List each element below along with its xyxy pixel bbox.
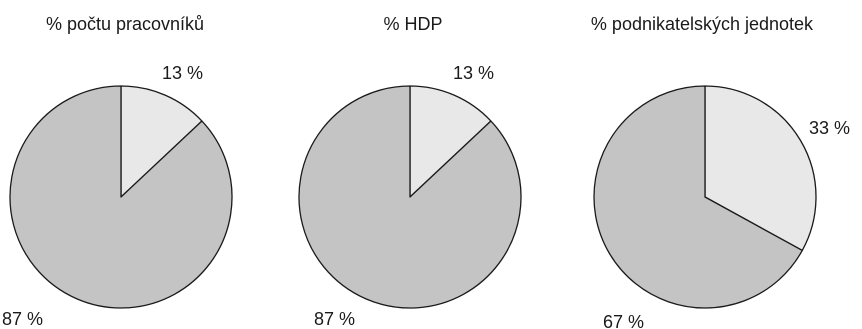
pie-chart-business-units: % podnikatelských jednotek 33 % 67 % <box>591 14 850 329</box>
slice-business-units-large <box>593 85 803 309</box>
slice-workers-small <box>120 85 203 198</box>
chart-title-gdp: % HDP <box>383 14 442 34</box>
slice-label-gdp-large: 87 % <box>314 309 355 329</box>
chart-title-business-units: % podnikatelských jednotek <box>591 14 814 34</box>
pie-chart-gdp: % HDP 13 % 87 % <box>298 14 522 329</box>
slice-label-gdp-small: 13 % <box>453 63 494 83</box>
slice-workers-large <box>9 85 233 309</box>
slice-gdp-large <box>298 85 522 309</box>
slice-business-units-small <box>704 85 817 252</box>
slice-label-workers-large: 87 % <box>2 309 43 329</box>
slice-label-business-units-small: 33 % <box>809 118 850 138</box>
slice-label-business-units-large: 67 % <box>603 312 644 329</box>
chart-title-workers: % počtu pracovníků <box>46 14 204 34</box>
slice-gdp-small <box>409 85 492 198</box>
pie-chart-workers: % počtu pracovníků 13 % 87 % <box>2 14 233 329</box>
slice-label-workers-small: 13 % <box>162 63 203 83</box>
